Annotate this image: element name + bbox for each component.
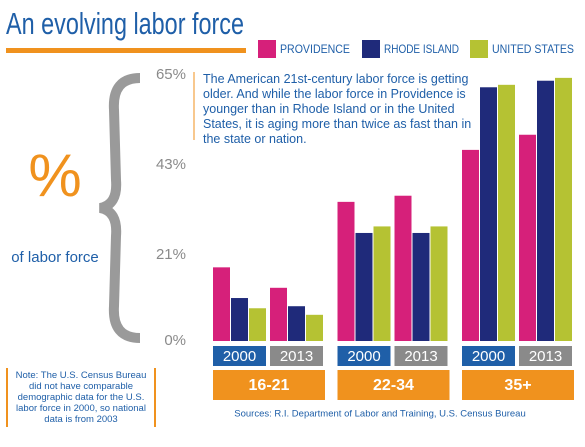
legend-label: PROVIDENCE xyxy=(280,42,350,56)
x-tick-label: 2013 xyxy=(404,348,437,365)
y-tick-label: 43% xyxy=(156,156,186,173)
group-label: 16-21 xyxy=(249,377,290,394)
bar xyxy=(519,134,536,341)
group-box xyxy=(337,370,450,400)
x-tick-label: 2013 xyxy=(529,348,562,365)
bar xyxy=(355,232,373,341)
bar xyxy=(270,287,287,341)
y-tick-label: 0% xyxy=(164,332,186,349)
x-tick-label: 2000 xyxy=(347,348,380,365)
bar xyxy=(480,87,497,342)
source: Sources: R.I. Department of Labor and Tr… xyxy=(234,409,526,420)
bar xyxy=(555,77,572,341)
category-box xyxy=(394,346,448,366)
title-underline xyxy=(6,48,246,53)
brace xyxy=(98,73,141,343)
legend-swatch xyxy=(258,40,276,58)
category-box xyxy=(337,346,391,366)
bar xyxy=(231,298,248,341)
group-box xyxy=(462,370,574,400)
bar xyxy=(430,226,448,341)
bar xyxy=(498,84,515,342)
bar xyxy=(373,226,391,341)
bar xyxy=(306,314,323,341)
group-box xyxy=(213,370,325,400)
x-tick-label: 2000 xyxy=(223,348,256,365)
y-tick-label: 21% xyxy=(156,246,186,263)
x-tick-label: 2000 xyxy=(472,348,505,365)
x-tick-label: 2013 xyxy=(280,348,313,365)
bar xyxy=(337,201,355,341)
group-label: 35+ xyxy=(504,377,531,394)
y-tick-label: 65% xyxy=(156,66,186,83)
chart-title: An evolving labor force xyxy=(6,6,244,41)
category-box xyxy=(270,346,323,366)
legend-label: RHODE ISLAND xyxy=(384,42,459,56)
legend-swatch xyxy=(470,40,488,58)
group-label: 22-34 xyxy=(373,377,414,394)
bar xyxy=(213,267,230,341)
legend-label: UNITED STATES xyxy=(492,42,574,56)
category-box xyxy=(213,346,266,366)
y-symbol: % xyxy=(28,142,81,209)
bar xyxy=(462,149,479,341)
bar xyxy=(249,308,266,341)
bar xyxy=(412,232,430,341)
category-box xyxy=(462,346,515,366)
legend-swatch xyxy=(362,40,380,58)
bar xyxy=(288,306,305,341)
description: The American 21st-century labor force is… xyxy=(203,72,472,146)
bar xyxy=(394,195,412,341)
note: Note: The U.S. Census Bureau did not hav… xyxy=(6,368,156,427)
category-box xyxy=(519,346,572,366)
bar xyxy=(537,80,554,341)
y-label: of labor force xyxy=(11,249,99,266)
